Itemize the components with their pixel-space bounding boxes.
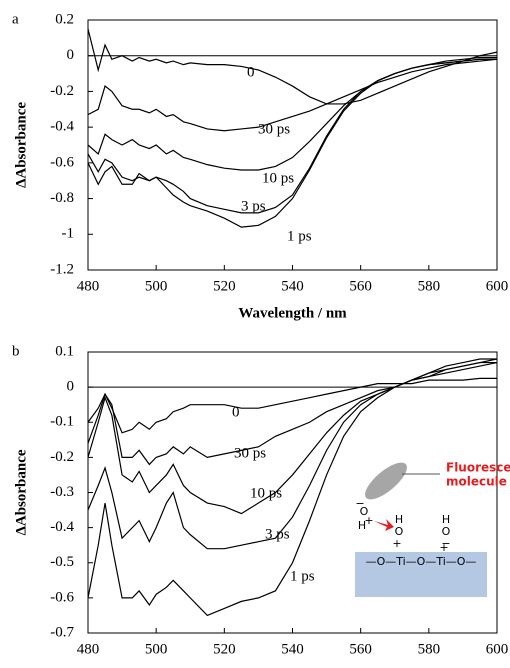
y-tick-label: -0.4 [50,119,74,135]
y-tick-label: -0.5 [50,554,74,570]
y-tick-label: 0 [67,379,75,395]
x-tick-label: 480 [77,278,100,294]
series-label: 1 ps [290,568,315,584]
x-tick-label: 520 [213,641,236,657]
inset-label: O [395,525,404,538]
spectrum-line [87,28,498,105]
series-label: 30 ps [258,121,290,137]
inset-label: + [392,537,401,550]
y-tick-label: -0.6 [50,589,74,605]
inset-label: H [442,513,450,526]
inset-label: + [439,541,448,554]
spectrum-line [87,361,497,550]
x-tick-label: 540 [281,641,304,657]
series-label: 3 ps [241,198,266,214]
x-tick-label: 560 [349,278,372,294]
series-label: 10 ps [262,170,294,186]
series-label: 30 ps [234,445,266,461]
series-label: 10 ps [250,485,282,501]
inset-label: + [364,514,373,527]
x-tick-label: 580 [418,641,441,657]
spectrum-line [87,358,498,515]
y-axis-title: ΔAbsorbance [13,449,29,535]
spectrum-line [87,58,497,214]
y-tick-label: 0 [67,47,75,63]
series-label: 3 ps [265,526,290,542]
inset-label: —O—Ti—O—Ti—O— [366,555,477,568]
x-axis-title: Wavelength / nm [238,305,347,321]
x-tick-label: 540 [281,278,304,294]
spectrum-line [87,377,497,434]
inset-surface [355,552,487,597]
y-tick-label: -0.8 [50,190,74,206]
series-label: 1 ps [287,228,312,244]
y-tick-label: -0.3 [50,484,74,500]
inset-arrow [374,519,394,531]
y-tick-label: -1.2 [50,261,74,277]
x-tick-label: 480 [77,641,100,657]
spectrum-line [87,58,497,171]
panel-label: a [12,11,19,27]
x-tick-label: 500 [145,278,168,294]
x-tick-label: 600 [486,641,509,657]
x-tick-label: 520 [213,278,236,294]
inset-label: Fluorescein [446,461,510,475]
y-tick-label: -0.7 [50,624,74,640]
inset-label: − [441,537,450,550]
y-tick-label: -0.2 [50,83,74,99]
y-tick-label: 0.2 [55,11,74,27]
x-tick-label: 560 [349,641,372,657]
inset-label: − [355,497,364,510]
inset-label: molecule [446,475,507,489]
y-tick-label: -0.6 [50,154,74,170]
inset-label: O [360,505,369,518]
series-label: 0 [232,404,240,420]
spectrum-line [87,56,497,228]
x-tick-label: 500 [145,641,168,657]
panel-label: b [12,343,20,359]
inset-label: H [395,513,403,526]
inset-label: H [358,519,366,532]
spectrum-line [87,58,498,132]
spectrum-line [87,361,498,466]
x-tick-label: 580 [418,278,441,294]
inset-molecule [365,462,407,500]
y-tick-label: -0.1 [50,414,74,430]
y-tick-label: -0.4 [50,519,74,535]
spectrum-line [87,358,497,617]
y-tick-label: -1 [62,226,75,242]
y-tick-label: -0.2 [50,449,74,465]
x-tick-label: 600 [486,278,509,294]
series-label: 0 [247,64,255,80]
y-axis-title: ΔAbsorbance [13,102,29,188]
inset-label: O [442,525,451,538]
y-tick-label: 0.1 [55,343,74,359]
